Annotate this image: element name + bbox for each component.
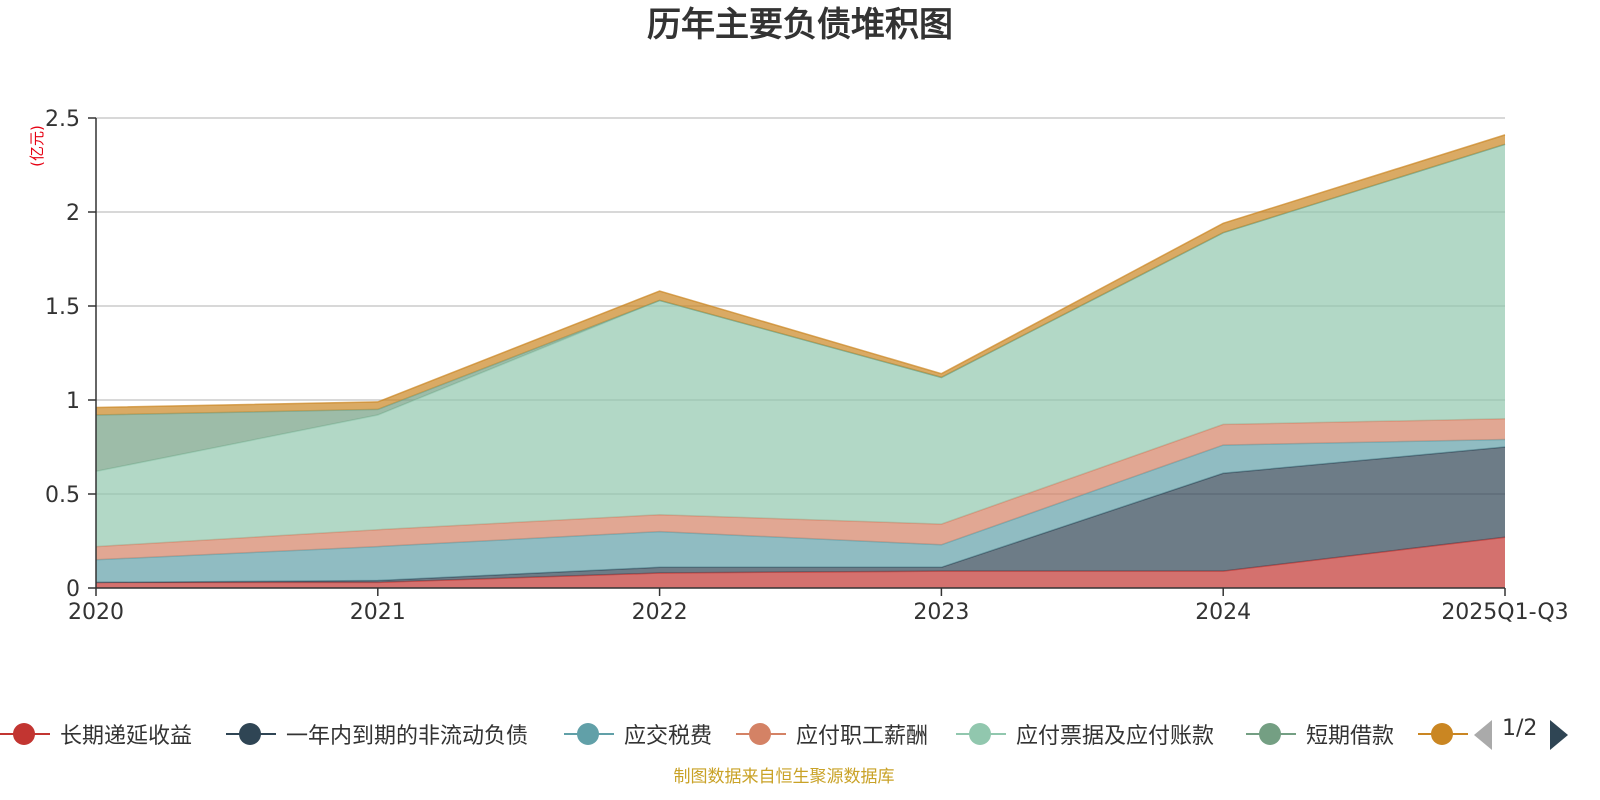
y-tick-label: 2.5 <box>45 107 80 132</box>
legend-next-page-button[interactable] <box>1550 720 1568 750</box>
legend-label: 应付票据及应付账款 <box>1016 724 1215 749</box>
legend-label: 应付职工薪酬 <box>796 724 929 749</box>
area-line-6 <box>95 134 1506 409</box>
legend-dot-6 <box>1431 723 1453 745</box>
area-layer <box>95 134 1506 588</box>
chart-plot: 0 0.5 1 1.5 2 2.5 2020 2021 2022 2023 2024 2025Q1-Q… <box>28 107 1569 625</box>
y-tick-label: 0 <box>66 577 80 602</box>
y-tick-label: 0.5 <box>45 483 80 508</box>
legend-item-taxes-payable[interactable]: 应交税费 <box>564 712 712 756</box>
y-tick-label: 1 <box>66 389 80 414</box>
legend-item-notes-accounts-payable[interactable]: 应付票据及应付账款 <box>956 712 1214 756</box>
x-tick-label: 2025Q1-Q3 <box>1441 600 1568 625</box>
area-series-3 <box>96 418 1505 560</box>
area-series-5 <box>96 144 1505 472</box>
x-tick-label: 2024 <box>1195 600 1251 625</box>
legend-item-current-noncurrent-liabilities[interactable]: 一年内到期的非流动负债 <box>226 712 528 756</box>
legend-prev-page-button[interactable] <box>1474 720 1492 750</box>
y-axis-unit: (亿元) <box>28 125 46 167</box>
legend-label: 应交税费 <box>624 724 713 749</box>
legend-dot-1 <box>239 723 261 745</box>
x-tick-label: 2020 <box>68 600 124 625</box>
legend-item-short-term-borrowings[interactable]: 短期借款 <box>1246 712 1394 756</box>
x-tick-label: 2023 <box>913 600 969 625</box>
chart-title: 历年主要负债堆积图 <box>647 5 953 45</box>
x-tick-label: 2021 <box>350 600 406 625</box>
source-note: 制图数据来自恒生聚源数据库 <box>673 767 895 787</box>
legend-dot-0 <box>13 723 35 745</box>
x-tick-label: 2022 <box>632 600 688 625</box>
legend-label: 短期借款 <box>1306 724 1395 749</box>
legend-page-indicator: 1/2 <box>1502 716 1538 741</box>
y-tick-label: 2 <box>66 201 80 226</box>
legend-item-other[interactable] <box>1418 712 1468 756</box>
legend-dot-5 <box>1259 723 1281 745</box>
legend-label: 长期递延收益 <box>60 724 193 749</box>
area-series-1 <box>96 447 1505 583</box>
area-series-0 <box>96 537 1505 588</box>
legend: 长期递延收益 一年内到期的非流动负债 应交税费 应付职工薪酬 应付票据及应付账款… <box>0 712 1600 756</box>
axis-layer: 0 0.5 1 1.5 2 2.5 2020 2021 2022 2023 2024 2025Q1-Q… <box>45 107 1569 625</box>
legend-item-payroll-payable[interactable]: 应付职工薪酬 <box>736 712 928 756</box>
legend-label: 一年内到期的非流动负债 <box>286 724 529 749</box>
y-tick-label: 1.5 <box>45 295 80 320</box>
area-series-2 <box>96 439 1505 583</box>
legend-item-long-term-deferred-income[interactable]: 长期递延收益 <box>0 712 192 756</box>
area-series-4 <box>96 144 1505 547</box>
legend-dot-2 <box>577 723 599 745</box>
legend-dot-3 <box>749 723 771 745</box>
legend-dot-4 <box>969 723 991 745</box>
